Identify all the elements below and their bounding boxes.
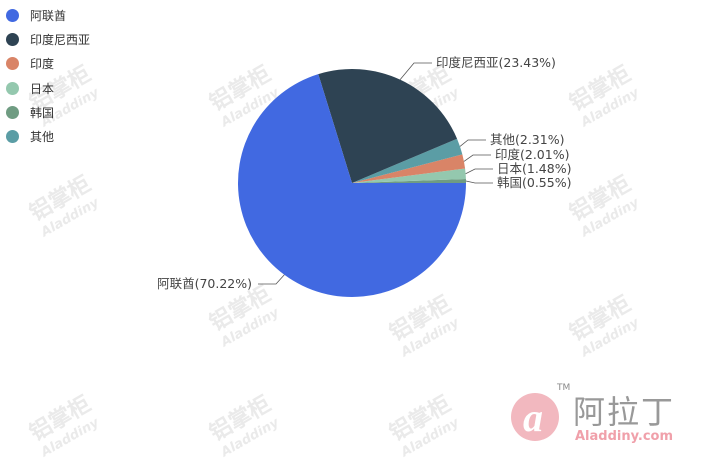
legend-label: 日本 <box>30 81 55 96</box>
svg-text:a: a <box>523 395 543 440</box>
pie-slice[interactable] <box>352 138 463 183</box>
legend-item[interactable]: 日本 <box>6 76 90 100</box>
logo-sub: Aladdiny.com <box>575 429 674 444</box>
label-leader-line <box>399 62 432 80</box>
legend-swatch <box>6 8 19 22</box>
pie-slice[interactable] <box>318 69 458 183</box>
legend-item[interactable]: 韩国 <box>6 100 90 124</box>
pie-slice[interactable] <box>352 168 466 183</box>
slice-label: 日本(1.48%) <box>497 161 571 176</box>
slice-label: 印度尼西亚(23.43%) <box>436 55 556 70</box>
legend-item[interactable]: 印度 <box>6 52 90 76</box>
pie-slice[interactable] <box>352 179 466 183</box>
slice-label: 韩国(0.55%) <box>497 175 571 190</box>
legend-item[interactable]: 印度尼西亚 <box>6 27 90 51</box>
aladdin-logo: a TM 阿拉丁 Aladdiny.com <box>505 383 705 455</box>
label-leader-line <box>258 274 285 285</box>
legend-swatch <box>6 81 19 95</box>
label-leader-line <box>459 139 486 147</box>
slice-label: 阿联酋(70.22%) <box>157 276 252 291</box>
legend-label: 其他 <box>30 130 55 145</box>
legend-label: 印度尼西亚 <box>30 32 91 47</box>
label-leader-line <box>463 154 491 162</box>
legend-swatch <box>6 57 19 71</box>
legend-swatch <box>6 32 19 46</box>
legend-label: 印度 <box>30 57 55 72</box>
legend-item[interactable]: 其他 <box>6 124 90 148</box>
pie-slice[interactable] <box>238 74 466 297</box>
legend-label: 阿联酋 <box>30 8 67 23</box>
label-leader-line <box>465 180 493 184</box>
chart-legend: 阿联酋印度尼西亚印度日本韩国其他 <box>6 3 90 149</box>
logo-mark-icon <box>511 393 559 441</box>
label-leader-line <box>465 168 493 175</box>
legend-label: 韩国 <box>30 105 55 120</box>
legend-item[interactable]: 阿联酋 <box>6 3 90 27</box>
logo-tm: TM <box>557 383 571 393</box>
legend-swatch <box>6 130 19 144</box>
legend-swatch <box>6 105 19 119</box>
slice-label: 其他(2.31%) <box>490 132 564 147</box>
pie-slice[interactable] <box>352 154 466 183</box>
slice-label: 印度(2.01%) <box>495 147 569 162</box>
logo-text: 阿拉丁 <box>573 393 676 431</box>
